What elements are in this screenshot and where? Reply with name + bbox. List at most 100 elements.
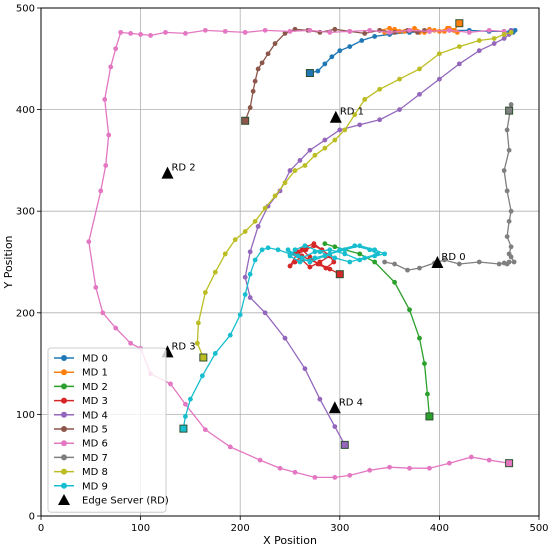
x-axis-label: X Position xyxy=(263,534,317,547)
data-point xyxy=(397,76,402,82)
legend-label: MD 6 xyxy=(82,439,108,450)
data-point xyxy=(302,163,308,168)
data-point xyxy=(287,168,293,173)
data-point xyxy=(352,112,358,118)
legend-label: MD 5 xyxy=(82,425,108,436)
data-point xyxy=(342,247,348,253)
axis-ticks: 0 100 200 300 400 500 0 100 200 300 400 500 xyxy=(16,4,549,535)
data-point xyxy=(504,127,510,133)
data-point xyxy=(357,243,363,249)
edge-server-label: RD 3 xyxy=(171,341,195,352)
data-point xyxy=(272,193,278,199)
data-point xyxy=(332,255,338,261)
data-point xyxy=(446,460,452,466)
data-point xyxy=(86,239,92,245)
data-point xyxy=(405,267,410,273)
series-md-9 xyxy=(179,243,388,433)
data-point xyxy=(317,396,323,402)
data-point xyxy=(317,249,323,255)
data-point xyxy=(412,25,417,31)
series-line xyxy=(384,104,516,271)
data-point xyxy=(202,290,208,295)
data-point xyxy=(250,88,256,94)
data-point xyxy=(183,401,188,407)
data-point xyxy=(113,325,119,331)
data-point xyxy=(456,261,462,267)
legend-marker xyxy=(61,397,67,404)
data-point xyxy=(277,465,283,471)
data-point xyxy=(212,269,218,275)
series-line xyxy=(196,31,512,358)
data-point xyxy=(367,27,373,33)
data-point xyxy=(212,351,218,356)
data-point xyxy=(362,97,368,102)
legend-label: MD 1 xyxy=(82,368,108,379)
data-point xyxy=(252,218,258,224)
data-point xyxy=(183,31,188,36)
data-point xyxy=(103,163,109,168)
data-point xyxy=(466,29,472,35)
data-point xyxy=(456,44,462,50)
data-point xyxy=(292,469,298,475)
legend-label: Edge Server (RD) xyxy=(82,496,169,507)
data-point xyxy=(242,229,248,234)
series-md-4 xyxy=(242,27,514,449)
legend-marker xyxy=(61,482,67,489)
data-point xyxy=(242,274,248,280)
data-point xyxy=(259,247,265,253)
data-point xyxy=(307,259,313,265)
data-point xyxy=(285,247,291,253)
data-point xyxy=(357,257,363,263)
data-point xyxy=(347,44,353,50)
series-layer xyxy=(86,19,518,480)
series-md-8 xyxy=(194,29,514,362)
data-point xyxy=(312,152,318,158)
y-axis-label: Y Position xyxy=(2,235,15,289)
data-point xyxy=(322,241,328,247)
legend-entry: MD 8 xyxy=(54,467,108,478)
data-point xyxy=(476,38,482,43)
legend-marker xyxy=(61,468,67,475)
data-point xyxy=(262,310,268,316)
start-marker xyxy=(305,69,314,78)
start-marker xyxy=(241,116,250,125)
edge-server-label: RD 0 xyxy=(441,252,465,263)
data-point xyxy=(275,247,281,253)
data-point xyxy=(407,27,412,33)
data-point xyxy=(332,244,338,250)
edge-server-label: RD 4 xyxy=(339,397,363,408)
data-point xyxy=(265,245,271,251)
data-point xyxy=(323,265,329,271)
data-point xyxy=(417,66,422,72)
data-point xyxy=(292,259,298,265)
series-md-0 xyxy=(305,27,518,78)
data-point xyxy=(106,132,112,138)
data-point xyxy=(322,145,328,151)
data-point xyxy=(302,366,308,372)
data-point xyxy=(327,251,333,257)
data-point xyxy=(262,205,268,211)
legend-label: MD 4 xyxy=(82,410,108,421)
start-marker xyxy=(340,440,349,449)
data-point xyxy=(183,414,188,419)
data-point xyxy=(362,255,368,261)
y-tick-label: 300 xyxy=(16,207,35,218)
legend-entry: MD 9 xyxy=(54,481,108,492)
data-point xyxy=(352,243,358,249)
data-point xyxy=(302,243,308,249)
data-point xyxy=(315,261,321,267)
edge-server-marker xyxy=(431,256,444,269)
y-tick-label: 200 xyxy=(16,308,35,319)
data-point xyxy=(195,320,201,326)
data-point xyxy=(255,66,261,72)
legend-label: MD 9 xyxy=(82,481,108,492)
legend-label: MD 8 xyxy=(82,467,108,478)
y-tick-label: 0 xyxy=(29,512,35,523)
data-point xyxy=(255,224,261,229)
data-point xyxy=(307,264,313,270)
data-point xyxy=(476,48,482,54)
data-point xyxy=(417,91,422,97)
data-point xyxy=(100,310,106,316)
data-point xyxy=(232,237,238,243)
